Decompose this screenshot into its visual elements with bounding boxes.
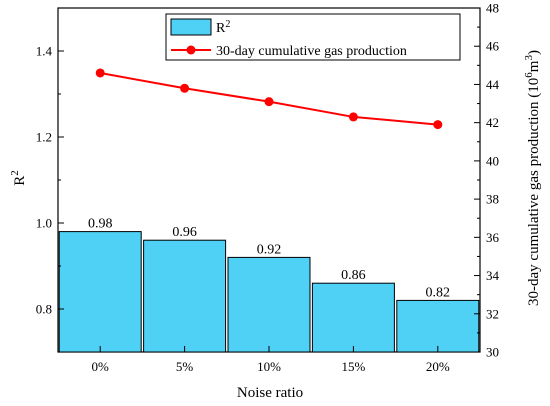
bar-data-label-3: 0.86 [341, 268, 366, 283]
left-y-axis-label: R2 [9, 170, 28, 186]
x-tick-label-1: 5% [176, 359, 194, 374]
line-point-4 [433, 120, 443, 130]
left-tick-label-0: 0.8 [36, 302, 52, 317]
right-y-axis-label-sup1: 6 [523, 72, 535, 78]
bar-data-label-2: 0.92 [257, 242, 282, 257]
right-tick-label-5: 40 [486, 153, 499, 168]
bar-4 [396, 299, 480, 353]
legend-bar-label-superscript: 2 [225, 19, 230, 30]
right-y-axis-label-part3: ) [526, 50, 542, 55]
left-y-axis: 0.8 1.0 1.2 1.4 [36, 44, 64, 317]
right-tick-label-6: 42 [486, 115, 499, 130]
right-tick-label-1: 32 [486, 306, 499, 321]
line-point-2 [264, 97, 274, 107]
right-y-axis-label-part2: m [526, 60, 542, 72]
right-tick-label-9: 48 [486, 1, 499, 16]
left-y-axis-label-superscript: 2 [9, 170, 21, 176]
bar-data-label-0: 0.98 [88, 217, 113, 232]
line-point-3 [348, 112, 358, 122]
bar-0 [58, 231, 142, 353]
x-axis-label: Noise ratio [237, 385, 303, 401]
left-tick-label-2: 1.2 [36, 130, 52, 145]
x-tick-label-0: 0% [92, 359, 110, 374]
right-y-axis-label-sup2: 3 [523, 55, 535, 61]
left-y-axis-label-main: R [12, 176, 28, 186]
right-y-axis-label-part1: 30-day cumulative gas production (10 [526, 78, 542, 306]
bar-1 [143, 239, 227, 353]
x-tick-label-3: 15% [341, 359, 365, 374]
bar-data-label-1: 0.96 [172, 225, 197, 240]
right-tick-label-4: 38 [486, 192, 499, 207]
legend-line-marker [186, 45, 196, 55]
right-y-axis-label: 30-day cumulative gas production (106m3) [523, 50, 542, 306]
line-point-1 [180, 83, 190, 93]
right-tick-label-3: 36 [486, 230, 500, 245]
right-tick-label-8: 46 [486, 39, 500, 54]
right-y-axis: 30 32 34 36 38 40 42 44 46 48 [474, 1, 500, 360]
bar-3 [311, 282, 395, 353]
left-tick-label-3: 1.4 [36, 44, 53, 59]
legend-bar-label: R2 [216, 19, 230, 36]
bar-data-label-4: 0.82 [426, 285, 451, 300]
legend: R2 30-day cumulative gas production [165, 13, 461, 61]
bar-2 [227, 256, 311, 353]
legend-box [165, 13, 461, 61]
left-tick-label-1: 1.0 [36, 216, 52, 231]
legend-bar-label-main: R [216, 21, 226, 36]
x-axis: 0% 5% 10% 15% 20% [92, 346, 450, 374]
right-tick-label-7: 44 [486, 77, 500, 92]
x-tick-label-2: 10% [257, 359, 281, 374]
x-tick-label-4: 20% [426, 359, 450, 374]
legend-line-label: 30-day cumulative gas production [216, 44, 407, 59]
right-tick-label-0: 30 [486, 345, 499, 360]
right-tick-label-2: 34 [486, 268, 500, 283]
bar-data-labels: 0.98 0.96 0.92 0.86 0.82 [88, 217, 450, 301]
line-point-0 [95, 68, 105, 78]
line-series [95, 68, 443, 130]
legend-bar-swatch [170, 18, 212, 36]
